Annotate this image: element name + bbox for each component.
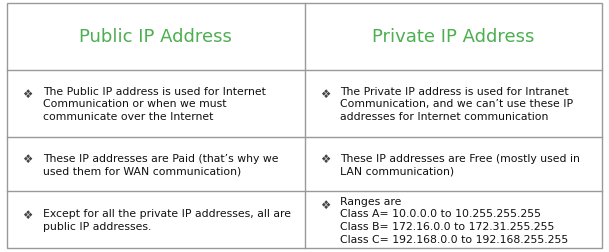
Text: Public IP Address: Public IP Address	[79, 28, 233, 46]
Text: ❖: ❖	[320, 87, 330, 100]
Text: ❖: ❖	[23, 208, 33, 221]
Text: ❖: ❖	[320, 153, 330, 166]
Text: ❖: ❖	[23, 153, 33, 166]
Text: These IP addresses are Paid (that’s why we
used them for WAN communication): These IP addresses are Paid (that’s why …	[43, 153, 278, 176]
Text: ❖: ❖	[320, 198, 330, 211]
Text: Ranges are
Class A= 10.0.0.0 to 10.255.255.255
Class B= 172.16.0.0 to 172.31.255: Ranges are Class A= 10.0.0.0 to 10.255.2…	[340, 196, 568, 244]
Text: Except for all the private IP addresses, all are
public IP addresses.: Except for all the private IP addresses,…	[43, 208, 290, 231]
Text: The Public IP address is used for Internet
Communication or when we must
communi: The Public IP address is used for Intern…	[43, 86, 266, 122]
Text: These IP addresses are Free (mostly used in
LAN communication): These IP addresses are Free (mostly used…	[340, 153, 580, 176]
Text: The Private IP address is used for Intranet
Communication, and we can’t use thes: The Private IP address is used for Intra…	[340, 86, 573, 122]
Text: Private IP Address: Private IP Address	[372, 28, 534, 46]
Text: ❖: ❖	[23, 87, 33, 100]
